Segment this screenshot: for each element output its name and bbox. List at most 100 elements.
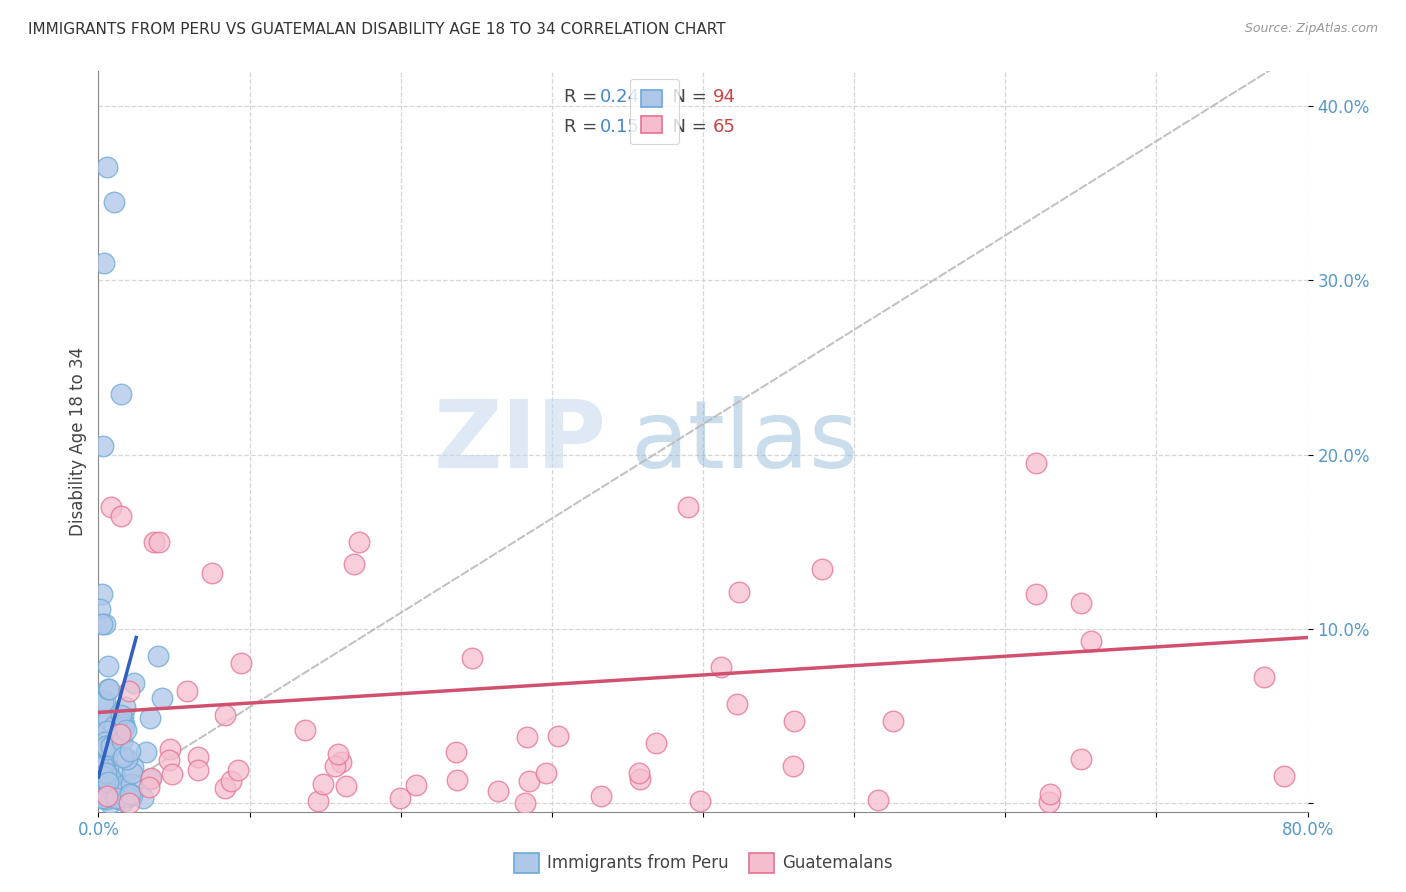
Point bbox=[335, 779, 357, 793]
Point bbox=[388, 791, 411, 805]
Point bbox=[91, 439, 114, 453]
Point bbox=[90, 758, 112, 772]
Point bbox=[138, 772, 160, 786]
Point bbox=[882, 714, 904, 728]
Point bbox=[104, 779, 127, 793]
Text: 0.151: 0.151 bbox=[600, 118, 651, 136]
Point bbox=[120, 777, 142, 791]
Point bbox=[94, 786, 117, 800]
Point bbox=[103, 733, 125, 747]
Point bbox=[111, 750, 134, 764]
Text: 94: 94 bbox=[713, 88, 735, 106]
Point bbox=[115, 752, 138, 766]
Point bbox=[868, 793, 890, 807]
Point bbox=[93, 789, 115, 804]
Point bbox=[405, 779, 427, 793]
Point bbox=[783, 714, 806, 728]
Point bbox=[1039, 787, 1062, 801]
Point bbox=[534, 765, 557, 780]
Point bbox=[1024, 587, 1046, 601]
Point bbox=[1024, 456, 1046, 470]
Point bbox=[231, 657, 253, 671]
Point bbox=[103, 719, 125, 733]
Point bbox=[93, 784, 115, 798]
Point bbox=[138, 780, 160, 794]
Point bbox=[94, 693, 117, 707]
Point bbox=[89, 791, 111, 805]
Point bbox=[187, 763, 209, 777]
Point bbox=[132, 791, 155, 805]
Point bbox=[110, 707, 132, 722]
Point bbox=[143, 534, 166, 549]
Point bbox=[146, 649, 169, 664]
Point bbox=[329, 755, 352, 769]
Point bbox=[221, 774, 243, 789]
Point bbox=[152, 690, 174, 705]
Point bbox=[93, 778, 115, 792]
Point bbox=[689, 794, 711, 808]
Point bbox=[98, 770, 121, 784]
Text: 65: 65 bbox=[713, 118, 735, 136]
Point bbox=[114, 778, 136, 792]
Point bbox=[1070, 752, 1092, 766]
Text: R =: R = bbox=[564, 118, 609, 136]
Point bbox=[627, 766, 650, 780]
Text: N =: N = bbox=[661, 88, 713, 106]
Point bbox=[89, 761, 111, 775]
Point bbox=[1038, 795, 1060, 809]
Point bbox=[645, 736, 668, 750]
Point bbox=[117, 789, 139, 804]
Point bbox=[94, 748, 117, 763]
Point bbox=[214, 708, 236, 723]
Point bbox=[97, 777, 120, 791]
Point bbox=[112, 794, 135, 808]
Point bbox=[97, 761, 120, 775]
Point bbox=[96, 789, 118, 803]
Point bbox=[513, 796, 536, 810]
Point bbox=[519, 774, 541, 789]
Point bbox=[214, 781, 236, 796]
Point bbox=[96, 160, 118, 174]
Point bbox=[96, 780, 118, 795]
Point bbox=[94, 756, 117, 770]
Point bbox=[676, 500, 699, 514]
Point bbox=[94, 764, 117, 778]
Point bbox=[93, 759, 115, 773]
Point bbox=[110, 508, 132, 523]
Point bbox=[226, 764, 249, 778]
Point bbox=[104, 790, 127, 805]
Point bbox=[121, 765, 143, 780]
Point bbox=[98, 681, 121, 696]
Point bbox=[98, 780, 121, 795]
Point bbox=[98, 774, 121, 789]
Point bbox=[728, 585, 751, 599]
Point bbox=[307, 794, 329, 808]
Point bbox=[1070, 596, 1092, 610]
Point bbox=[122, 676, 145, 690]
Point bbox=[90, 748, 112, 763]
Point bbox=[103, 764, 125, 779]
Point bbox=[100, 500, 122, 514]
Point bbox=[91, 789, 114, 803]
Point bbox=[343, 558, 366, 572]
Point bbox=[112, 720, 135, 734]
Point bbox=[110, 386, 132, 401]
Point bbox=[118, 787, 141, 801]
Point bbox=[628, 772, 651, 787]
Point bbox=[101, 789, 124, 803]
Point bbox=[96, 742, 118, 756]
Point bbox=[100, 739, 122, 753]
Point bbox=[114, 783, 136, 797]
Y-axis label: Disability Age 18 to 34: Disability Age 18 to 34 bbox=[69, 347, 87, 536]
Point bbox=[201, 566, 224, 581]
Point bbox=[1080, 634, 1102, 648]
Point bbox=[103, 194, 125, 209]
Point bbox=[118, 684, 141, 698]
Point bbox=[93, 761, 115, 775]
Legend: , : , bbox=[630, 79, 679, 145]
Point bbox=[101, 773, 124, 788]
Point bbox=[94, 765, 117, 780]
Point bbox=[139, 711, 162, 725]
Point bbox=[122, 760, 145, 774]
Point bbox=[110, 780, 132, 794]
